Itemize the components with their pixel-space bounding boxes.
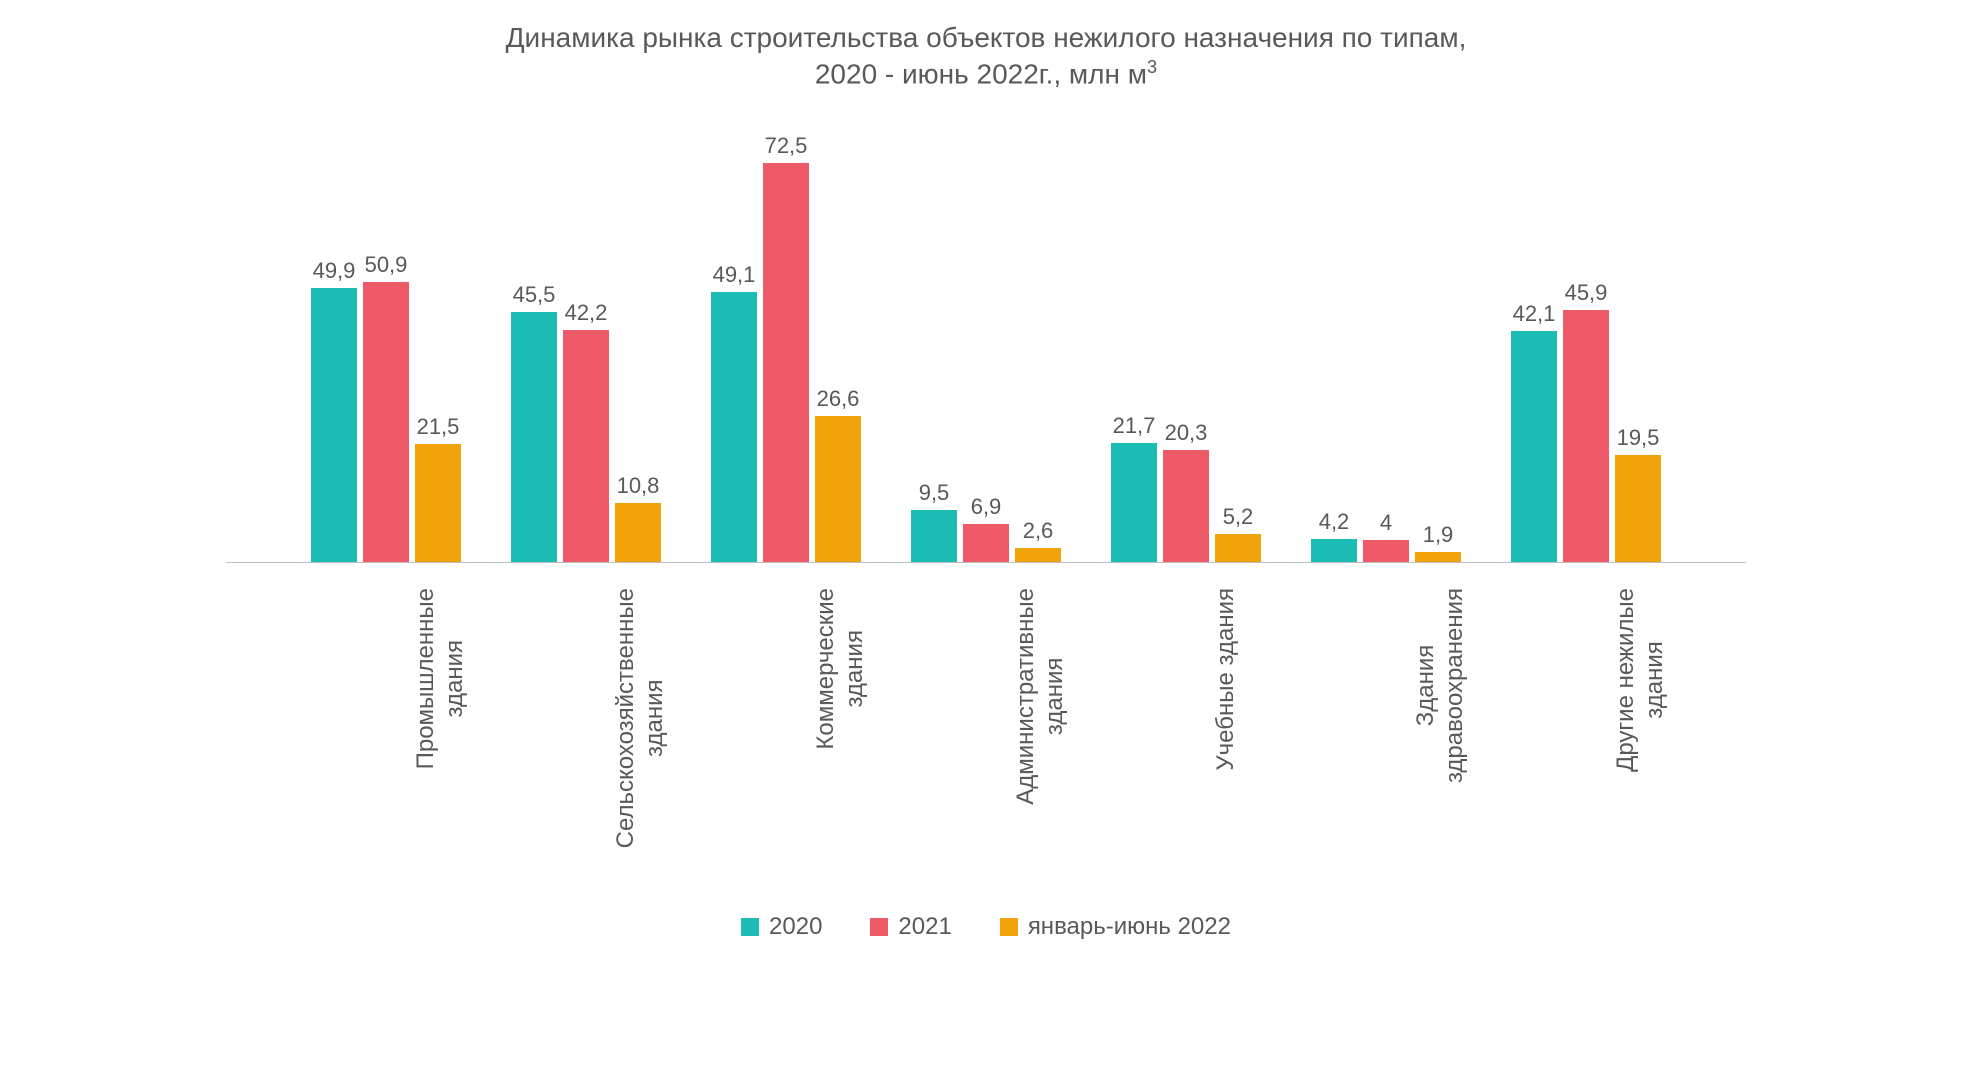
bar <box>415 444 461 562</box>
bar <box>1615 455 1661 562</box>
bar-wrap: 21,7 <box>1111 413 1157 562</box>
legend-swatch <box>1000 918 1018 936</box>
bar <box>615 503 661 562</box>
bar-value-label: 20,3 <box>1165 420 1208 446</box>
bar-group: 42,1 45,9 19,5 <box>1486 280 1686 562</box>
bar-value-label: 6,9 <box>971 494 1002 520</box>
legend-item: 2021 <box>870 913 951 941</box>
bar <box>911 510 957 562</box>
bar-value-label: 21,5 <box>417 414 460 440</box>
bar-wrap: 20,3 <box>1163 420 1209 562</box>
legend-swatch <box>741 918 759 936</box>
bar <box>1163 450 1209 562</box>
bar-value-label: 4,2 <box>1319 509 1350 535</box>
bar-wrap: 42,1 <box>1511 301 1557 563</box>
bar-value-label: 26,6 <box>817 386 860 412</box>
bar-value-label: 49,9 <box>313 258 356 284</box>
bar <box>1311 539 1357 562</box>
legend-label: 2021 <box>898 913 951 941</box>
bar-wrap: 45,5 <box>511 282 557 562</box>
bar-value-label: 1,9 <box>1423 522 1454 548</box>
x-axis-label: Коммерческиездания <box>812 588 870 750</box>
bar <box>1111 443 1157 562</box>
bar-group: 49,9 50,9 21,5 <box>286 252 486 562</box>
bar-wrap: 45,9 <box>1563 280 1609 562</box>
bar-group: 9,5 6,9 2,6 <box>886 480 1086 562</box>
bar-group: 21,7 20,3 5,2 <box>1086 413 1286 562</box>
bar <box>1563 310 1609 562</box>
bar-group: 45,5 42,2 10,8 <box>486 282 686 562</box>
bar <box>711 292 757 562</box>
bar <box>1363 540 1409 562</box>
x-axis-label: Учебные здания <box>1212 588 1241 771</box>
bar-group: 4,2 4 1,9 <box>1286 509 1486 562</box>
bar-value-label: 5,2 <box>1223 504 1254 530</box>
bar-value-label: 45,9 <box>1565 280 1608 306</box>
bar-wrap: 5,2 <box>1215 504 1261 563</box>
x-axis-label: Другие нежилыездания <box>1612 588 1670 772</box>
bar-value-label: 42,1 <box>1513 301 1556 327</box>
legend-label: 2020 <box>769 913 822 941</box>
legend-swatch <box>870 918 888 936</box>
bar-wrap: 19,5 <box>1615 425 1661 562</box>
bar <box>1215 534 1261 563</box>
chart-title-line1: Динамика рынка строительства объектов не… <box>506 22 1467 53</box>
bar-wrap: 49,1 <box>711 262 757 562</box>
bar-wrap: 50,9 <box>363 252 409 562</box>
bar-wrap: 9,5 <box>911 480 957 562</box>
x-axis-label: Сельскохозяйственныездания <box>612 588 670 848</box>
bar-wrap: 72,5 <box>763 133 809 562</box>
legend-item: 2020 <box>741 913 822 941</box>
bar-group: 49,1 72,5 26,6 <box>686 133 886 562</box>
bar-value-label: 49,1 <box>713 262 756 288</box>
legend-label: январь-июнь 2022 <box>1028 913 1231 941</box>
bar-wrap: 1,9 <box>1415 522 1461 562</box>
bar-wrap: 4 <box>1363 510 1409 562</box>
chart-title-sup: 3 <box>1147 57 1157 77</box>
chart-title: Динамика рынка строительства объектов не… <box>226 20 1746 93</box>
legend-item: январь-июнь 2022 <box>1000 913 1231 941</box>
bar <box>963 524 1009 562</box>
plot-area: 49,9 50,9 21,5 45,5 42,2 10,8 49,1 72,5 26,6 9,5 6… <box>226 123 1746 563</box>
bar-wrap: 26,6 <box>815 386 861 562</box>
bar-value-label: 19,5 <box>1617 425 1660 451</box>
bar-value-label: 2,6 <box>1023 518 1054 544</box>
bar-value-label: 4 <box>1380 510 1392 536</box>
bar <box>311 288 357 562</box>
legend: 2020 2021 январь-июнь 2022 <box>226 913 1746 941</box>
x-axis-label: Зданияздравоохранения <box>1412 588 1470 783</box>
bar <box>815 416 861 562</box>
bar-value-label: 42,2 <box>565 300 608 326</box>
bar-value-label: 10,8 <box>617 473 660 499</box>
bar-wrap: 42,2 <box>563 300 609 562</box>
chart-title-line2: 2020 - июнь 2022г., млн м <box>815 59 1147 90</box>
bar <box>511 312 557 562</box>
bar <box>763 163 809 562</box>
x-axis-labels: Промышленныездания Сельскохозяйственныезд… <box>226 573 1746 903</box>
bar-wrap: 6,9 <box>963 494 1009 562</box>
chart-container: Динамика рынка строительства объектов не… <box>226 20 1746 941</box>
bar-value-label: 9,5 <box>919 480 950 506</box>
bar-wrap: 10,8 <box>615 473 661 562</box>
bar <box>363 282 409 562</box>
bar <box>1015 548 1061 562</box>
x-axis-label: Административныездания <box>1012 588 1070 805</box>
bar-wrap: 49,9 <box>311 258 357 562</box>
bar <box>563 330 609 562</box>
bar-wrap: 2,6 <box>1015 518 1061 562</box>
bar-wrap: 21,5 <box>415 414 461 562</box>
bar-value-label: 21,7 <box>1113 413 1156 439</box>
bar-wrap: 4,2 <box>1311 509 1357 562</box>
bar <box>1511 331 1557 563</box>
x-axis-label: Промышленныездания <box>412 588 470 769</box>
bar-value-label: 72,5 <box>765 133 808 159</box>
bar-value-label: 45,5 <box>513 282 556 308</box>
bar-value-label: 50,9 <box>365 252 408 278</box>
bar <box>1415 552 1461 562</box>
